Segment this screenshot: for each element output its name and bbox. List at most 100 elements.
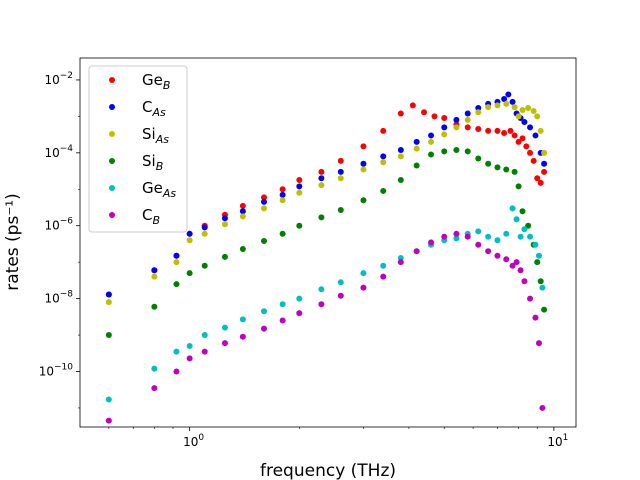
data-point bbox=[360, 143, 367, 150]
data-point bbox=[318, 168, 325, 175]
data-point bbox=[494, 252, 501, 259]
data-point bbox=[239, 333, 246, 340]
data-point bbox=[509, 262, 516, 269]
data-point bbox=[503, 166, 510, 173]
data-point bbox=[464, 148, 471, 155]
data-point bbox=[485, 233, 492, 240]
legend-label: GeB bbox=[142, 71, 170, 92]
data-point bbox=[521, 119, 528, 126]
data-point bbox=[532, 241, 539, 248]
data-point bbox=[534, 259, 541, 266]
y-tick-label: 10−2 bbox=[44, 71, 73, 87]
data-point bbox=[541, 149, 548, 156]
data-point bbox=[380, 127, 387, 134]
data-point bbox=[532, 132, 539, 139]
data-point bbox=[527, 295, 534, 302]
data-point bbox=[360, 166, 367, 173]
data-point bbox=[151, 267, 158, 274]
data-point bbox=[464, 110, 471, 117]
data-point bbox=[428, 239, 435, 246]
data-point bbox=[201, 332, 208, 339]
data-point bbox=[485, 127, 492, 134]
data-point bbox=[397, 255, 404, 262]
data-point bbox=[525, 104, 532, 111]
data-point bbox=[221, 221, 228, 228]
data-point bbox=[318, 182, 325, 189]
data-point bbox=[221, 215, 228, 222]
data-point bbox=[509, 98, 516, 105]
data-point bbox=[239, 208, 246, 215]
data-point bbox=[318, 214, 325, 221]
x-tick-label: 101 bbox=[547, 433, 568, 449]
data-point bbox=[296, 176, 303, 183]
data-point bbox=[239, 316, 246, 323]
data-point bbox=[380, 159, 387, 166]
data-point bbox=[279, 301, 286, 308]
data-point bbox=[541, 168, 548, 175]
data-point bbox=[221, 324, 228, 331]
data-point bbox=[527, 124, 534, 131]
data-point bbox=[360, 197, 367, 204]
data-point bbox=[279, 191, 286, 198]
data-point bbox=[201, 224, 208, 231]
data-point bbox=[519, 208, 526, 215]
data-point bbox=[186, 355, 193, 362]
data-point bbox=[519, 135, 526, 142]
data-point bbox=[105, 396, 112, 403]
data-point bbox=[186, 270, 193, 277]
data-point bbox=[186, 230, 193, 237]
data-point bbox=[453, 230, 460, 237]
data-point bbox=[261, 238, 267, 245]
data-point bbox=[537, 278, 544, 285]
data-point bbox=[534, 175, 541, 182]
data-point bbox=[380, 262, 387, 269]
data-point bbox=[453, 116, 460, 123]
data-point bbox=[337, 279, 344, 286]
data-point bbox=[464, 116, 471, 123]
data-point bbox=[151, 385, 158, 392]
data-point bbox=[380, 153, 387, 160]
data-point bbox=[239, 213, 246, 220]
data-point bbox=[397, 153, 404, 160]
data-point bbox=[279, 230, 286, 237]
data-point bbox=[475, 241, 482, 248]
data-point bbox=[530, 108, 537, 115]
legend-label: CAs bbox=[142, 98, 166, 119]
x-axis-label: frequency (THz) bbox=[260, 461, 396, 480]
data-point bbox=[519, 106, 526, 113]
data-point bbox=[239, 202, 246, 209]
data-point bbox=[279, 197, 286, 204]
data-point bbox=[525, 222, 532, 229]
data-point bbox=[485, 104, 492, 111]
data-point bbox=[413, 138, 420, 145]
series-si-b bbox=[105, 146, 548, 339]
data-point bbox=[441, 148, 448, 155]
data-point bbox=[535, 252, 542, 259]
data-point bbox=[380, 187, 387, 194]
data-point bbox=[501, 130, 508, 136]
data-point bbox=[441, 131, 448, 138]
data-point bbox=[503, 230, 510, 237]
data-point bbox=[421, 109, 428, 116]
data-points-layer bbox=[105, 91, 548, 424]
data-point bbox=[441, 115, 448, 122]
data-point bbox=[186, 237, 193, 244]
data-point bbox=[296, 310, 303, 317]
data-point bbox=[521, 226, 528, 233]
data-point bbox=[337, 175, 344, 182]
data-point bbox=[337, 207, 344, 213]
data-point bbox=[239, 245, 246, 252]
data-point bbox=[453, 146, 460, 153]
data-point bbox=[503, 256, 510, 263]
data-point bbox=[517, 267, 524, 274]
data-point bbox=[397, 146, 404, 153]
data-point bbox=[151, 303, 158, 310]
data-point bbox=[105, 299, 112, 306]
data-point bbox=[413, 248, 420, 255]
data-point bbox=[186, 343, 193, 350]
data-point bbox=[523, 143, 530, 150]
data-point bbox=[296, 295, 303, 302]
data-point bbox=[337, 292, 344, 299]
y-tick-label: 10−6 bbox=[44, 217, 73, 233]
